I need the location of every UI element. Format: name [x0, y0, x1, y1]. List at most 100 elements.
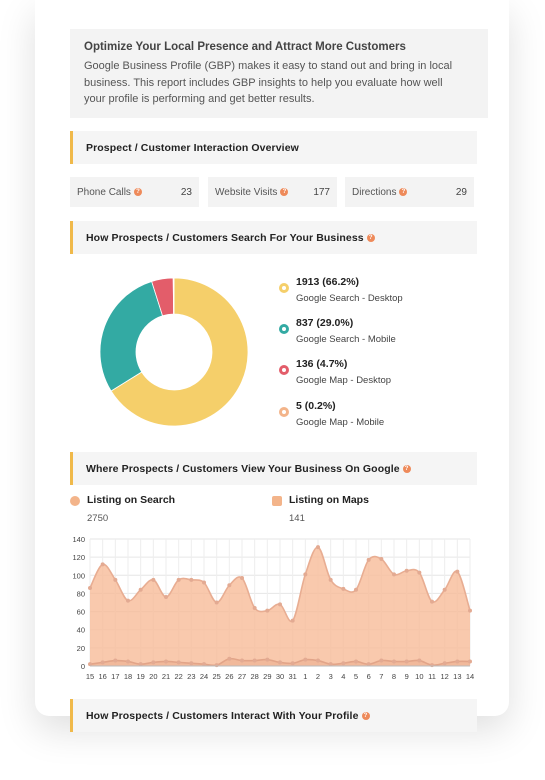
- section-title: How Prospects / Customers Search For You…: [86, 232, 364, 244]
- data-point[interactable]: [240, 576, 244, 581]
- section-interaction-overview: Prospect / Customer Interaction Overview: [70, 131, 477, 164]
- help-icon[interactable]: ?: [402, 465, 411, 474]
- x-tick-label: 19: [136, 672, 144, 681]
- data-point[interactable]: [88, 585, 92, 590]
- data-point[interactable]: [417, 570, 422, 575]
- data-point[interactable]: [379, 658, 384, 663]
- section-interact: How Prospects / Customers Interact With …: [70, 699, 477, 732]
- data-point[interactable]: [328, 577, 333, 582]
- data-point[interactable]: [240, 658, 244, 663]
- data-point[interactable]: [126, 659, 130, 664]
- legend-name: Google Search - Mobile: [296, 334, 396, 345]
- data-point[interactable]: [278, 602, 282, 607]
- data-point[interactable]: [404, 659, 409, 664]
- data-point[interactable]: [455, 569, 460, 574]
- data-point[interactable]: [468, 659, 472, 664]
- donut-slice-0[interactable]: [110, 277, 249, 427]
- data-point[interactable]: [151, 660, 156, 665]
- data-point[interactable]: [468, 608, 472, 613]
- data-point[interactable]: [328, 662, 333, 667]
- data-point[interactable]: [354, 659, 358, 664]
- data-point[interactable]: [100, 660, 105, 665]
- data-point[interactable]: [113, 658, 118, 663]
- intro-title: Optimize Your Local Presence and Attract…: [84, 41, 406, 53]
- map-icon: [272, 496, 282, 506]
- data-point[interactable]: [316, 658, 320, 663]
- x-tick-label: 23: [187, 672, 195, 681]
- section-view: Where Prospects / Customers View Your Bu…: [70, 452, 477, 485]
- data-point[interactable]: [227, 656, 232, 661]
- data-point[interactable]: [189, 577, 194, 582]
- data-point[interactable]: [100, 562, 105, 567]
- data-point[interactable]: [430, 599, 434, 604]
- data-point[interactable]: [341, 661, 346, 666]
- area-fill-1: [90, 658, 470, 666]
- data-point[interactable]: [455, 659, 460, 664]
- listing-label: Listing on Search: [87, 494, 176, 506]
- data-point[interactable]: [290, 618, 295, 623]
- x-tick-label: 9: [405, 672, 409, 681]
- data-point[interactable]: [176, 660, 181, 665]
- data-point[interactable]: [354, 587, 358, 592]
- data-point[interactable]: [151, 577, 156, 582]
- help-icon[interactable]: ?: [399, 188, 408, 197]
- data-point[interactable]: [366, 557, 371, 562]
- data-point[interactable]: [138, 587, 143, 592]
- data-point[interactable]: [265, 608, 270, 613]
- x-tick-label: 31: [288, 672, 296, 681]
- stat-phone-calls: Phone Calls? 23: [70, 177, 199, 207]
- data-point[interactable]: [252, 605, 257, 610]
- x-tick-label: 20: [149, 672, 157, 681]
- donut-slice-3[interactable]: [172, 277, 175, 315]
- data-point[interactable]: [252, 658, 257, 663]
- data-point[interactable]: [202, 580, 206, 585]
- data-point[interactable]: [442, 587, 447, 592]
- x-tick-label: 8: [392, 672, 396, 681]
- x-tick-label: 16: [98, 672, 106, 681]
- stat-value: 23: [180, 187, 192, 198]
- section-title: Prospect / Customer Interaction Overview: [86, 142, 299, 154]
- data-point[interactable]: [303, 657, 308, 662]
- data-point[interactable]: [303, 572, 308, 577]
- intro-text: Google Business Profile (GBP) makes it e…: [84, 60, 453, 105]
- data-point[interactable]: [176, 577, 181, 582]
- help-icon[interactable]: ?: [366, 234, 375, 243]
- data-point[interactable]: [404, 568, 409, 573]
- data-point[interactable]: [290, 661, 295, 666]
- stat-value: 29: [455, 187, 467, 198]
- data-point[interactable]: [126, 598, 130, 603]
- stat-label: Directions: [352, 187, 397, 198]
- x-tick-label: 30: [276, 672, 284, 681]
- data-point[interactable]: [138, 662, 143, 667]
- data-point[interactable]: [164, 659, 168, 664]
- data-point[interactable]: [392, 572, 396, 577]
- data-point[interactable]: [202, 662, 206, 667]
- data-point[interactable]: [442, 661, 447, 666]
- data-point[interactable]: [113, 577, 118, 582]
- data-point[interactable]: [214, 600, 219, 605]
- data-point[interactable]: [379, 556, 384, 561]
- donut-slice-1[interactable]: [99, 280, 164, 392]
- data-point[interactable]: [164, 595, 168, 600]
- legend-value: 136 (4.7%): [296, 358, 348, 370]
- data-point[interactable]: [227, 583, 232, 588]
- x-tick-label: 17: [111, 672, 119, 681]
- data-point[interactable]: [278, 660, 282, 665]
- y-tick-label: 60: [77, 608, 85, 617]
- data-point[interactable]: [366, 662, 371, 667]
- help-icon[interactable]: ?: [133, 188, 142, 197]
- data-point[interactable]: [417, 658, 422, 663]
- data-point[interactable]: [189, 661, 194, 666]
- help-icon[interactable]: ?: [361, 712, 370, 721]
- data-point[interactable]: [392, 659, 396, 664]
- x-tick-label: 1: [303, 672, 307, 681]
- data-point[interactable]: [341, 586, 346, 591]
- help-icon[interactable]: ?: [280, 188, 289, 197]
- data-point[interactable]: [265, 657, 270, 662]
- x-tick-label: 14: [466, 672, 474, 681]
- data-point[interactable]: [316, 545, 320, 550]
- data-point[interactable]: [88, 662, 92, 667]
- y-tick-label: 40: [77, 626, 85, 635]
- legend-dot-icon: [279, 365, 289, 375]
